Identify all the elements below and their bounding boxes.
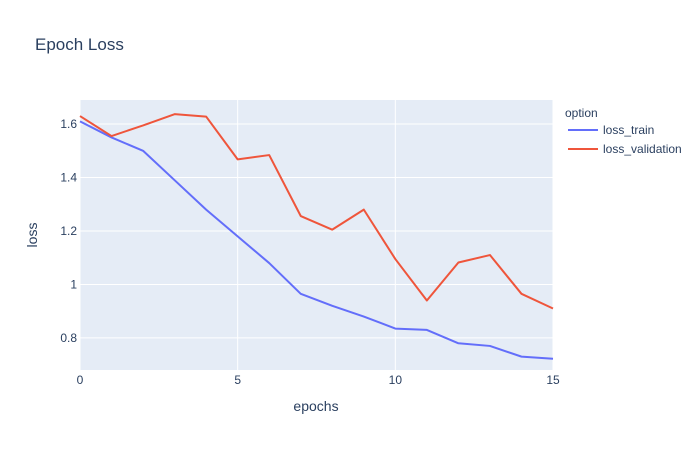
x-tick-label: 10 — [389, 373, 403, 387]
chart-title: Epoch Loss — [35, 35, 124, 54]
series-lines — [79, 113, 554, 360]
y-axis-title: loss — [24, 223, 40, 248]
x-tick-label: 0 — [77, 373, 84, 387]
legend-label-loss_validation: loss_validation — [603, 142, 682, 156]
plot-area — [80, 100, 553, 370]
y-tick-label: 1.6 — [60, 117, 77, 131]
x-tick-label: 15 — [546, 373, 560, 387]
x-tick-labels: 0 5 10 15 — [77, 373, 560, 387]
legend-title: option — [565, 106, 598, 120]
y-tick-labels: 0.8 1 1.2 1.4 1.6 — [60, 117, 77, 345]
series-line-loss_train — [79, 120, 554, 360]
y-tick-label: 1 — [70, 277, 77, 291]
x-axis-title: epochs — [293, 398, 338, 414]
x-tick-label: 5 — [234, 373, 241, 387]
series-line-loss_validation — [79, 113, 554, 310]
y-tick-label: 1.4 — [60, 171, 77, 185]
y-tick-label: 0.8 — [60, 331, 77, 345]
legend: option loss_train loss_validation — [565, 106, 682, 156]
legend-label-loss_train: loss_train — [603, 123, 654, 137]
y-tick-label: 1.2 — [60, 224, 77, 238]
grid-lines — [79, 100, 554, 370]
